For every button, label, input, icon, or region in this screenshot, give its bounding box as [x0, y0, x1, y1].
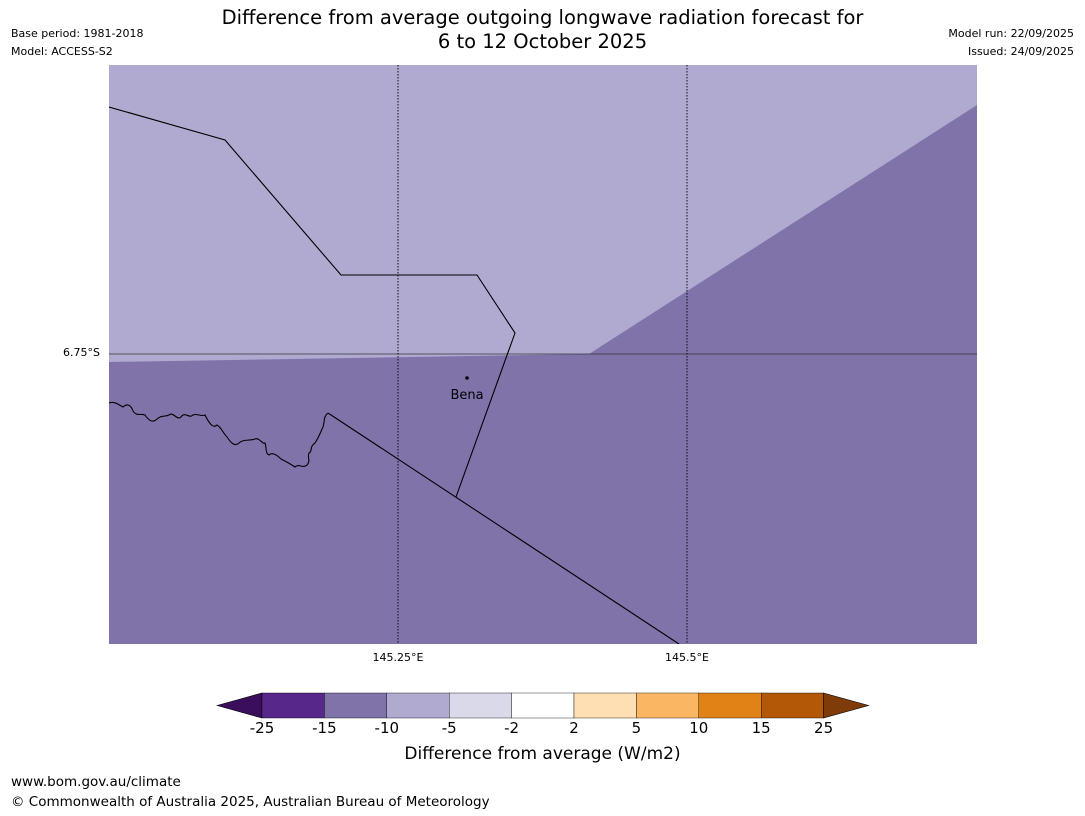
meta-right: Model run: 22/09/2025 Issued: 24/09/2025	[948, 25, 1074, 61]
region-dark	[109, 105, 977, 644]
title-line-1: Difference from average outgoing longwav…	[221, 6, 864, 29]
forecast-map	[109, 65, 977, 644]
footer-copyright: © Commonwealth of Australia 2025, Austra…	[11, 794, 490, 810]
boundary-line-north	[109, 106, 516, 498]
colorbar	[216, 692, 870, 719]
colorbar-tick-label: -15	[312, 719, 337, 737]
map-title: Difference from average outgoing longwav…	[0, 6, 1085, 54]
base-period: Base period: 1981-2018	[11, 27, 144, 40]
colorbar-segment	[761, 692, 824, 719]
colorbar-tick-label: -25	[249, 719, 275, 737]
footer-url: www.bom.gov.au/climate	[11, 774, 181, 790]
colorbar-extend-low	[216, 692, 263, 719]
colorbar-tick-label: 25	[814, 719, 834, 737]
title-line-2: 6 to 12 October 2025	[437, 30, 648, 53]
place-marker-bena	[465, 376, 469, 380]
colorbar-segment	[261, 692, 325, 719]
colorbar-title: Difference from average (W/m2)	[404, 744, 681, 764]
colorbar-segment	[573, 692, 637, 719]
colorbar-tick-label: 15	[751, 719, 771, 737]
colorbar-tick-label: -5	[441, 719, 457, 737]
colorbar-segment	[636, 692, 699, 719]
coastline	[109, 401, 329, 468]
meta-left: Base period: 1981-2018 Model: ACCESS-S2	[11, 25, 143, 61]
model-name: Model: ACCESS-S2	[11, 45, 113, 58]
colorbar-tick-label: -2	[504, 719, 520, 737]
longitude-label-2: 145.5°E	[665, 651, 709, 664]
issued-date: Issued: 24/09/2025	[967, 45, 1074, 58]
colorbar-segment	[324, 692, 388, 719]
place-label-bena: Bena	[450, 388, 484, 403]
longitude-label-1: 145.25°E	[372, 651, 424, 664]
latitude-label: 6.75°S	[63, 346, 100, 359]
colorbar-segment	[511, 692, 575, 719]
colorbar-tick-label: -10	[374, 719, 400, 737]
colorbar-tick-label: 5	[631, 719, 642, 737]
colorbar-segment	[448, 692, 512, 719]
colorbar-tick-label: 10	[689, 719, 709, 737]
colorbar-segment	[386, 692, 450, 719]
boundary-line-south	[327, 412, 680, 644]
model-run: Model run: 22/09/2025	[948, 27, 1074, 40]
colorbar-tick-label: 2	[569, 719, 579, 737]
colorbar-segment	[698, 692, 762, 719]
colorbar-extend-high	[823, 692, 870, 719]
